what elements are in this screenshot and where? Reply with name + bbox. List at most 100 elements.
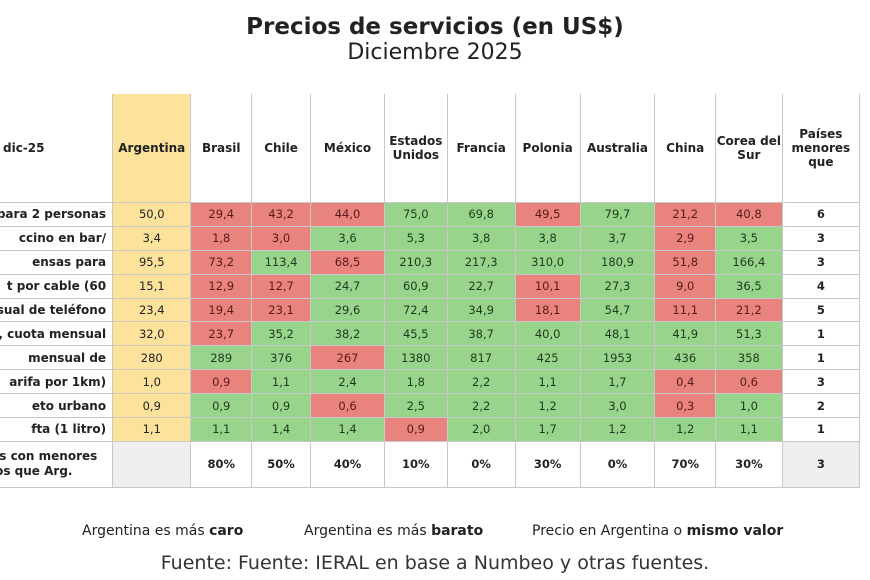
table-row: t por cable (60 15,1 12,9 12,7 24,7 60,9 22,7 1… [0, 273, 861, 299]
column-header: México [310, 94, 385, 203]
price-cell: 0,3 [654, 393, 716, 419]
price-cell: 3,6 [310, 225, 385, 251]
row-label: sual de teléfono [0, 297, 114, 323]
price-cell: 12,7 [251, 273, 312, 299]
column-header: Estados Unidos [383, 94, 448, 203]
price-cell: 21,2 [714, 297, 783, 323]
row-label-text: sual de teléfono [0, 303, 107, 317]
price-cell: 1953 [579, 345, 656, 371]
row-label: para 2 personas [0, 202, 114, 227]
price-cell: 1,1 [190, 417, 253, 442]
price-cell: 166,4 [714, 249, 783, 275]
price-cell: 45,5 [383, 321, 448, 347]
corner-header: dic-25 [0, 94, 114, 203]
price-cell: 180,9 [579, 249, 656, 275]
price-cell: 425 [514, 345, 581, 371]
price-cell: 3,0 [579, 393, 656, 419]
footer-label: os con menores ios que Arg. [0, 440, 114, 488]
price-cell: 1,2 [579, 417, 656, 442]
price-cell: 43,2 [251, 202, 312, 227]
price-cell: 1,0 [714, 393, 783, 419]
price-cell: 36,5 [714, 273, 783, 299]
price-cell: 60,9 [383, 273, 448, 299]
legend-bold: mismo valor [686, 523, 784, 539]
table-row: eto urbano 0,9 0,9 0,9 0,6 2,5 2,2 1,2 3,0 0,3 1,0… [0, 393, 861, 419]
price-cell: 69,8 [446, 202, 516, 227]
price-cell: 817 [446, 345, 516, 371]
price-cell: 21,2 [654, 202, 716, 227]
price-cell: 18,1 [514, 297, 581, 323]
price-cell: 40,8 [714, 202, 783, 227]
price-cell: 1,1 [714, 417, 783, 442]
price-cell: 40,0 [514, 321, 581, 347]
legend-text: Argentina es más [304, 523, 432, 539]
price-cell: 23,7 [190, 321, 253, 347]
price-cell: 5,3 [383, 225, 448, 251]
count-cell: 3 [781, 249, 861, 275]
price-cell: 34,9 [446, 297, 516, 323]
price-cell: 19,4 [190, 297, 253, 323]
count-cell: 1 [781, 417, 861, 442]
table-row: arifa por 1km) 1,0 0,9 1,1 2,4 1,8 2,2 1,1 1,7 0,… [0, 369, 861, 395]
price-cell: 23,1 [251, 297, 312, 323]
column-header: Francia [446, 94, 516, 203]
argentina-cell: 280 [112, 345, 192, 371]
price-cell: 54,7 [579, 297, 656, 323]
price-cell: 22,7 [446, 273, 516, 299]
price-cell: 310,0 [514, 249, 581, 275]
row-label: t por cable (60 [0, 273, 114, 299]
price-cell: 3,8 [514, 225, 581, 251]
column-header-count: Países menores que [781, 94, 861, 203]
count-cell: 1 [781, 321, 861, 347]
row-label-text: , cuota mensual [0, 326, 107, 341]
price-cell: 217,3 [446, 249, 516, 275]
price-cell: 12,9 [190, 273, 253, 299]
price-cell: 35,2 [251, 321, 312, 347]
source-note: Fuente: Fuente: IERAL en base a Numbeo y… [160, 552, 710, 574]
count-cell: 3 [781, 369, 861, 395]
argentina-cell: 3,4 [112, 225, 192, 251]
column-header: Polonia [514, 94, 581, 203]
chart-subtitle: Diciembre 2025 [347, 40, 523, 65]
price-cell: 27,3 [579, 273, 656, 299]
count-cell: 4 [781, 273, 861, 299]
price-cell: 79,7 [579, 202, 656, 227]
price-cell: 0,6 [714, 369, 783, 395]
row-label-text: ccino en bar/ [18, 231, 107, 246]
row-label: ensas para [0, 249, 114, 275]
legend-bold: barato [431, 523, 484, 539]
price-cell: 1,4 [251, 417, 312, 442]
footer-row: os con menores ios que Arg.80%50%40%10%0… [0, 440, 861, 488]
price-cell: 289 [190, 345, 253, 371]
price-cell: 29,4 [190, 202, 253, 227]
count-footer-cell: 3 [781, 440, 861, 488]
table-row: fta (1 litro) 1,1 1,1 1,4 1,4 0,9 2,0 1,7 1,2 1,2… [0, 417, 861, 442]
price-cell: 2,9 [654, 225, 716, 251]
legend-text: Precio en Argentina o [532, 523, 687, 539]
legend-text: Argentina es más [82, 523, 210, 539]
argentina-cell: 32,0 [112, 321, 192, 347]
price-cell: 0,9 [251, 393, 312, 419]
price-cell: 2,2 [446, 369, 516, 395]
price-cell: 38,7 [446, 321, 516, 347]
row-label-text: eto urbano [31, 398, 107, 413]
percent-cell: 0% [446, 440, 516, 488]
percent-cell: 40% [310, 440, 385, 488]
price-cell: 376 [251, 345, 312, 371]
legend-mismo-valor: Precio en Argentina o mismo valor [532, 523, 783, 539]
row-label-text: ensas para [32, 255, 107, 270]
percent-cell: 30% [714, 440, 783, 488]
price-cell: 51,3 [714, 321, 783, 347]
price-cell: 24,7 [310, 273, 385, 299]
count-cell: 2 [781, 393, 861, 419]
count-cell: 5 [781, 297, 861, 323]
percent-cell: 50% [251, 440, 312, 488]
count-cell: 3 [781, 225, 861, 251]
price-cell: 1,1 [251, 369, 312, 395]
row-label-text: fta (1 litro) [31, 422, 107, 437]
row-label: , cuota mensual [0, 321, 114, 347]
price-cell: 49,5 [514, 202, 581, 227]
percent-cell: 10% [383, 440, 448, 488]
row-label-text: arifa por 1km) [9, 374, 107, 389]
table-row: ccino en bar/3,4 1,8 3,0 3,6 5,3 3,8 3,8 3,7 2,9… [0, 225, 861, 251]
